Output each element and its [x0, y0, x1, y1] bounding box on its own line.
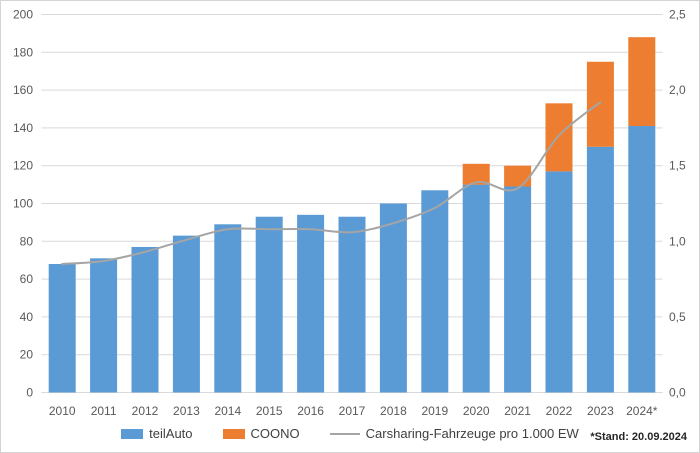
bar-coono: [545, 103, 573, 172]
bar-teilauto: [297, 214, 325, 393]
footnote: *Stand: 20.09.2024: [590, 431, 687, 443]
bar-teilauto: [586, 146, 614, 393]
x-axis-label: 2022: [546, 404, 573, 418]
bar-teilauto: [504, 186, 532, 393]
bar-teilauto: [255, 216, 283, 393]
teilauto-swatch-icon: [121, 428, 144, 439]
coono-swatch-icon: [222, 428, 245, 439]
trend-line: [61, 101, 602, 265]
left-axis-tick: 0: [26, 386, 33, 400]
bar-teilauto: [338, 216, 366, 393]
bar-coono: [462, 163, 490, 185]
x-axis-label: 2024*: [626, 404, 658, 418]
bar-teilauto: [214, 224, 242, 393]
legend-label-coono: COONO: [250, 426, 300, 441]
left-axis-tick: 60: [20, 272, 34, 286]
right-axis-tick: 2,0: [669, 83, 686, 97]
chart-plot-area: 0 20 40 60 80 100 120 140 160 180 200 0,0 0,5 1,0 1,5 2…: [13, 8, 686, 419]
x-axis-label: 2017: [339, 404, 366, 418]
bar-teilauto: [90, 258, 118, 393]
left-axis-tick: 100: [13, 197, 33, 211]
bar-teilauto: [628, 126, 656, 393]
left-axis-tick: 140: [13, 121, 33, 135]
x-axis-label: 2013: [173, 404, 200, 418]
x-axis-label: 2014: [214, 404, 241, 418]
bar-teilauto: [545, 171, 573, 393]
legend-label-trendline: Carsharing-Fahrzeuge pro 1.000 EW: [365, 426, 579, 441]
bar-coono: [628, 37, 656, 127]
right-axis-tick: 1,5: [669, 159, 686, 173]
chart-legend: teilAuto COONO Carsharing-Fahrzeuge pro …: [1, 426, 699, 441]
x-axis-label: 2023: [587, 404, 614, 418]
bar-teilauto: [131, 246, 159, 393]
right-axis-tick: 2,5: [669, 8, 686, 22]
left-axis-tick: 200: [13, 8, 33, 22]
right-axis-tick: 1,0: [669, 234, 686, 248]
right-axis-tick: 0,0: [669, 386, 686, 400]
x-axis-label: 2015: [256, 404, 283, 418]
x-axis-label: 2021: [504, 404, 531, 418]
bar-teilauto: [462, 184, 490, 393]
x-axis-label: 2012: [132, 404, 159, 418]
bar-teilauto: [421, 190, 449, 393]
left-axis-tick: 120: [13, 159, 33, 173]
left-axis-tick: 160: [13, 83, 33, 97]
bar-teilauto: [379, 203, 407, 393]
bar-teilauto: [172, 235, 200, 393]
x-axis-label: 2019: [421, 404, 448, 418]
left-axis-tick: 80: [20, 234, 34, 248]
x-axis-label: 2016: [297, 404, 324, 418]
bar-coono: [504, 165, 532, 187]
legend-label-teilauto: teilAuto: [149, 426, 193, 441]
legend-item-coono: COONO: [222, 426, 300, 441]
x-axis-label: 2020: [463, 404, 490, 418]
legend-item-teilauto: teilAuto: [121, 426, 193, 441]
line-swatch-icon: [329, 432, 360, 435]
left-axis-tick: 40: [20, 310, 34, 324]
left-axis-tick: 20: [20, 348, 34, 362]
x-axis-label: 2010: [49, 404, 76, 418]
x-axis-label: 2018: [380, 404, 407, 418]
bar-teilauto: [48, 263, 76, 393]
right-axis-tick: 0,5: [669, 310, 686, 324]
legend-item-trendline: Carsharing-Fahrzeuge pro 1.000 EW: [329, 426, 579, 441]
bar-coono: [586, 61, 614, 147]
left-axis-tick: 180: [13, 45, 33, 59]
x-axis-label: 2011: [91, 404, 117, 418]
